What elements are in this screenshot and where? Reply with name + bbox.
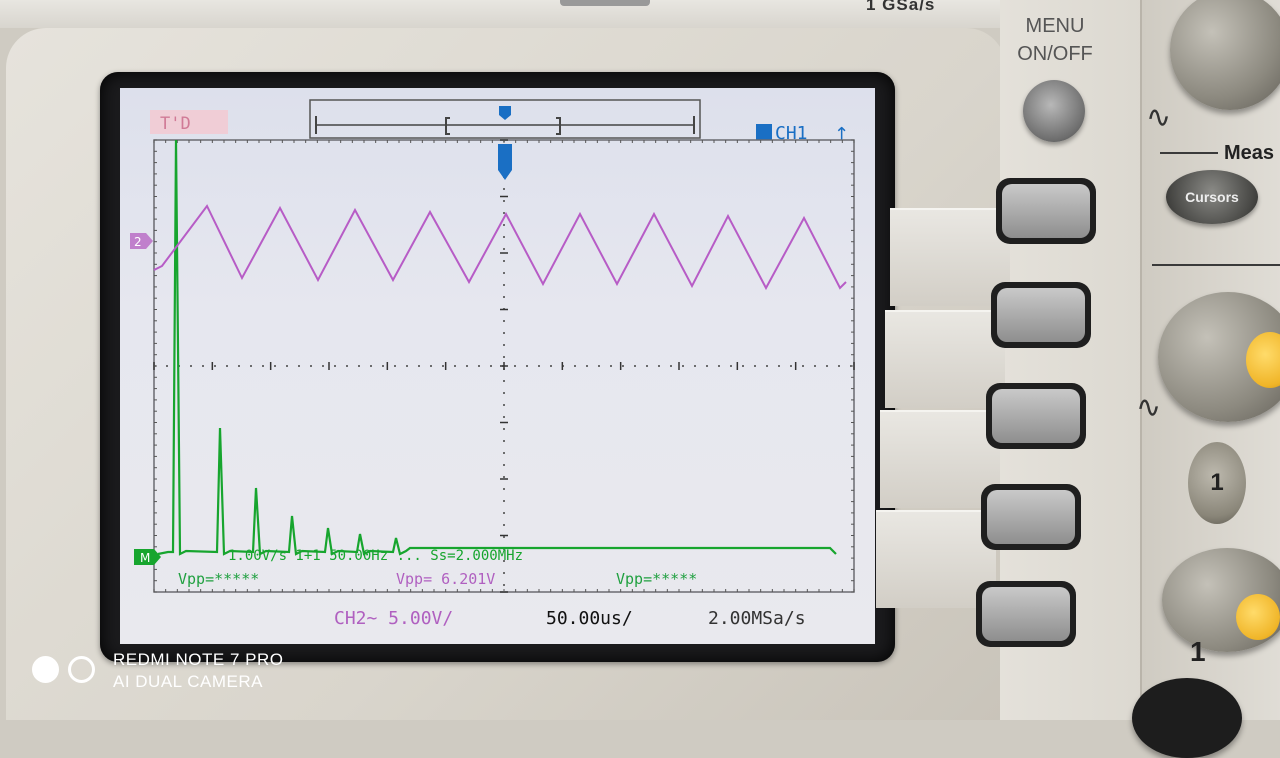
memory-position-bar — [309, 99, 701, 139]
sample-rate-spec-label: 1 GSa/s — [866, 0, 936, 14]
cursors-button[interactable]: Cursors — [1166, 170, 1258, 224]
trigger-status: T'D — [160, 114, 191, 134]
softkey-3[interactable] — [986, 383, 1086, 449]
knob-cap — [1246, 332, 1280, 388]
camera-ring-icon — [68, 656, 95, 683]
softkey-shelf-3 — [880, 410, 1000, 508]
fft-trace — [157, 139, 837, 556]
menu-label-line1: MENU — [1025, 15, 1085, 37]
ch2-triangle-trace — [153, 204, 847, 291]
trigger-channel: CH1 — [775, 123, 808, 144]
softkey-shelf-2 — [885, 310, 1005, 408]
instrument-top-panel: 1 GSa/s — [0, 0, 1000, 28]
math-marker — [134, 549, 161, 565]
menu-on-off-button[interactable] — [1023, 80, 1085, 142]
knob-cap — [1236, 594, 1280, 640]
channel-1-button[interactable]: 1 — [1188, 442, 1246, 524]
camera-dot-icon — [32, 656, 59, 683]
watermark-line1: REDMI NOTE 7 PRO — [113, 650, 284, 669]
softkey-1[interactable] — [996, 178, 1096, 244]
ch2-scale: CH2~ 5.00V/ — [334, 608, 453, 629]
ch2-marker — [130, 233, 153, 249]
scope-display: T'D CH1 ↑ 2 M 1.00V/s 1+1 50.00Hz ... Ss… — [130, 99, 855, 629]
softkey-5[interactable] — [976, 581, 1076, 647]
bottom-knob — [1132, 678, 1242, 758]
timebase: 50.00us/ — [546, 608, 633, 629]
trigger-position-marker — [498, 144, 512, 180]
watermark-line2: AI DUAL CAMERA — [113, 672, 263, 691]
measure-label: Meas — [1224, 142, 1275, 164]
measurement-2: Vpp= 6.201V — [396, 570, 495, 588]
menu-label-line2: ON/OFF — [1017, 43, 1093, 65]
ch2-marker-label: 2 — [134, 235, 142, 249]
sine-icon: ∿ — [1136, 391, 1162, 424]
horizontal-knob[interactable] — [1170, 0, 1280, 110]
trigger-status-box — [150, 110, 228, 134]
oscilloscope-screen: T'D CH1 ↑ 2 M 1.00V/s 1+1 50.00Hz ... Ss… — [120, 88, 875, 644]
graticule — [153, 139, 855, 593]
rising-edge-icon: ↑ — [834, 124, 849, 145]
vertical-group-line — [1152, 264, 1280, 266]
softkey-4[interactable] — [981, 484, 1081, 550]
channel-1-knob-label: 1 — [1190, 636, 1206, 667]
softkey-2[interactable] — [991, 282, 1091, 348]
softkey-shelf-1 — [890, 208, 1010, 306]
top-decor — [560, 0, 650, 6]
fft-info-overlay: 1.00V/s 1+1 50.00Hz ... Ss=2.000MHz — [228, 548, 523, 564]
measure-group-line — [1160, 152, 1218, 154]
trigger-icon — [756, 124, 772, 140]
sample-rate: 2.00MSa/s — [708, 608, 806, 629]
math-marker-label: M — [140, 551, 150, 565]
sine-icon: ∿ — [1146, 101, 1172, 134]
menu-on-off-label: MENU ON/OFF — [1000, 12, 1110, 68]
measurement-1: Vpp=***** — [178, 570, 259, 588]
measurement-3: Vpp=***** — [616, 570, 697, 588]
